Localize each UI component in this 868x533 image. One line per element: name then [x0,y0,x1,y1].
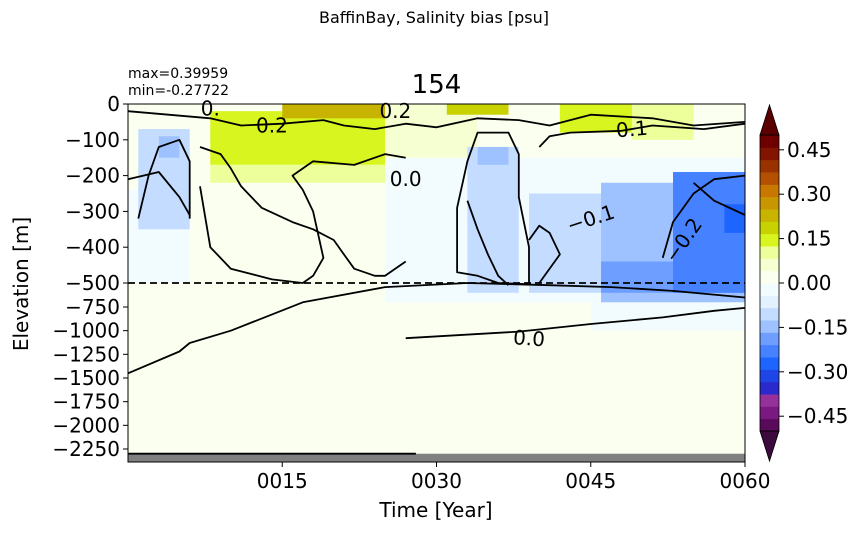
colorbar-swatch-3 [760,381,779,395]
colorbar-swatch-21 [760,159,779,173]
heatmap-cell-18 [158,136,180,158]
colorbar-swatch-19 [760,184,779,198]
contour-line-0_0-4 [199,153,406,284]
y-tick-label-8: −1250 [52,342,120,366]
y-tick-label-2: −200 [65,164,120,188]
colorbar-tick-label-1: 0.30 [787,182,832,206]
colorbar-swatch-10 [760,295,779,309]
colorbar-swatch-9 [760,307,779,321]
heatmap-cell-19 [467,146,519,293]
y-tick-label-1: −100 [65,128,120,152]
colorbar-tick-label-3: 0.00 [787,271,832,295]
colorbar-swatch-0 [760,418,779,432]
y-tick-label-5: −500 [65,271,120,295]
heatmap-cell-25 [724,204,745,233]
plot-area: 0.20.20.10.0−0.1 −0.20.00. [127,96,746,462]
contour-label-2: 0.1 [615,116,649,143]
colorbar-swatch-7 [760,332,779,346]
heatmap-cell-10 [210,111,386,165]
heatmap-cell-16 [446,104,509,115]
contour-line-0_0-5 [466,200,510,286]
contour-label-0: 0.2 [256,113,288,137]
colorbar-swatch-22 [760,147,779,161]
stats-box: max=0.39959 min=-0.27722 [128,66,229,100]
colorbar-tick-label-2: 0.15 [787,227,832,251]
y-tick-label-3: −300 [65,199,120,223]
colorbar-tick-label-4: −0.15 [787,315,848,339]
contour-label-7: 0. [201,96,220,120]
colorbar-swatch-23 [760,135,779,148]
heatmap-cell-20 [477,146,509,165]
colorbar-swatch-11 [760,283,779,296]
x-tick-label-3: 0060 [720,469,771,493]
min-stat: min=-0.27722 [128,83,230,99]
y-axis-label: Elevation [m] [9,217,33,351]
y-tick-label-11: −2000 [52,413,120,437]
max-stat: max=0.39959 [128,66,229,82]
heatmap-cell-6 [354,309,375,331]
contour-line-0_1-9 [127,171,191,216]
y-tick-label-4: −400 [65,235,120,259]
x-tick-label-2: 0045 [565,469,616,493]
y-tick-label-7: −1000 [52,319,120,343]
contour-line-0_0-0 [127,282,746,375]
colorbar-swatch-1 [760,406,779,420]
y-tick-label-12: −2250 [52,437,120,461]
contour-line-0_0-6 [538,122,746,148]
colorbar-tick-label-0: 0.45 [787,138,832,162]
contour-line-m0_1-10 [137,138,191,219]
colorbar: 0.45 0.30 0.15 0.00 −0.15 −0.30 −0.45 [759,103,848,463]
heatmap-cell-5 [271,307,344,339]
contour-line-m0_2-13 [661,174,746,259]
figure-suptitle: BaffinBay, Salinity bias [psu] [318,8,550,27]
colorbar-swatch-8 [760,320,779,333]
colorbar-swatch-15 [760,233,779,247]
x-axis-label: Time [Year] [378,498,492,522]
contour-line-m0_1-11 [456,131,530,286]
colorbar-tick-label-6: −0.45 [787,404,848,428]
colorbar-swatch-20 [760,172,779,185]
colorbar-swatch-2 [760,394,779,407]
contour-line-0_0-1 [405,307,746,340]
heatmap-cell-15 [282,104,386,119]
x-tick-label-0: 0015 [257,469,308,493]
contour-line-0_0-3 [199,146,407,277]
y-tick-label-9: −1500 [52,366,120,390]
seafloor-mask [128,453,745,462]
contour-line-0_1-8 [127,110,746,130]
axes: 0015 0030 0045 0060 0 −100 −200 −300 −400 −500−75… [52,92,770,493]
colorbar-swatch-16 [760,221,779,235]
heatmap-cell-11 [210,164,386,183]
heatmap-cell-14 [631,104,694,140]
y-tick-label-10: −1750 [52,390,120,414]
colorbar-swatch-5 [760,357,779,370]
colorbar-swatch-6 [760,344,779,358]
contour-label-3: 0.0 [390,167,422,191]
contour-label-6: 0.0 [512,325,545,351]
colorbar-swatch-4 [760,369,779,383]
colorbar-swatch-13 [760,258,779,272]
colorbar-under-arrow [759,430,780,463]
colorbar-swatch-12 [760,270,779,284]
y-tick-label-0: 0 [107,92,120,116]
colorbar-swatch-17 [760,209,779,222]
y-tick-label-6: −750 [65,295,120,319]
contour-line-m0_1-12 [528,224,561,284]
colorbar-tick-label-5: −0.30 [787,360,848,384]
contour-label-1: 0.2 [379,99,411,123]
colorbar-swatch-14 [760,246,779,259]
colorbar-swatch-18 [760,196,779,210]
panel-title: 154 [411,70,462,100]
x-tick-label-1: 0030 [411,469,462,493]
colorbar-over-arrow [759,103,780,136]
